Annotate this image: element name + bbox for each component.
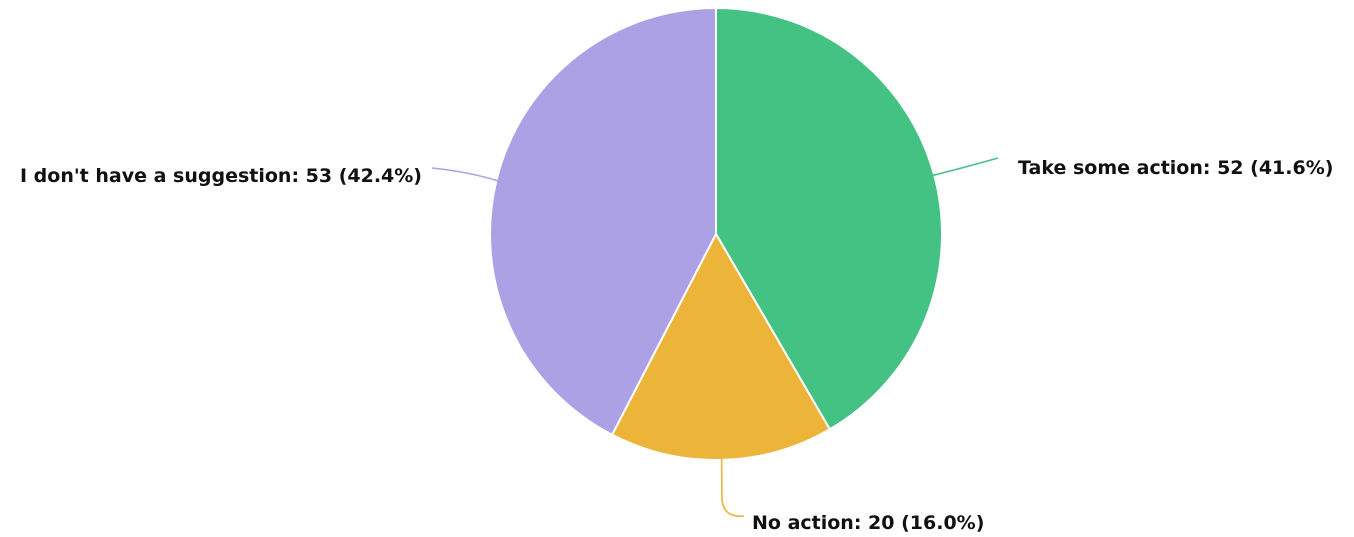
leader-line-no-action <box>720 457 745 517</box>
slice-label-take-some-action: Take some action: 52 (41.6%) <box>1018 157 1333 179</box>
leader-line-i-don-t-have-a-suggestion <box>431 167 499 182</box>
slice-label-no-action: No action: 20 (16.0%) <box>752 512 984 534</box>
slice-label-i-don-t-have-a-suggestion: I don't have a suggestion: 53 (42.4%) <box>20 165 422 187</box>
slices-layer <box>489 7 943 461</box>
leader-lines-layer <box>431 157 999 517</box>
leader-line-take-some-action <box>932 157 999 177</box>
labels-layer: Take some action: 52 (41.6%) No action: 2… <box>20 157 1333 534</box>
